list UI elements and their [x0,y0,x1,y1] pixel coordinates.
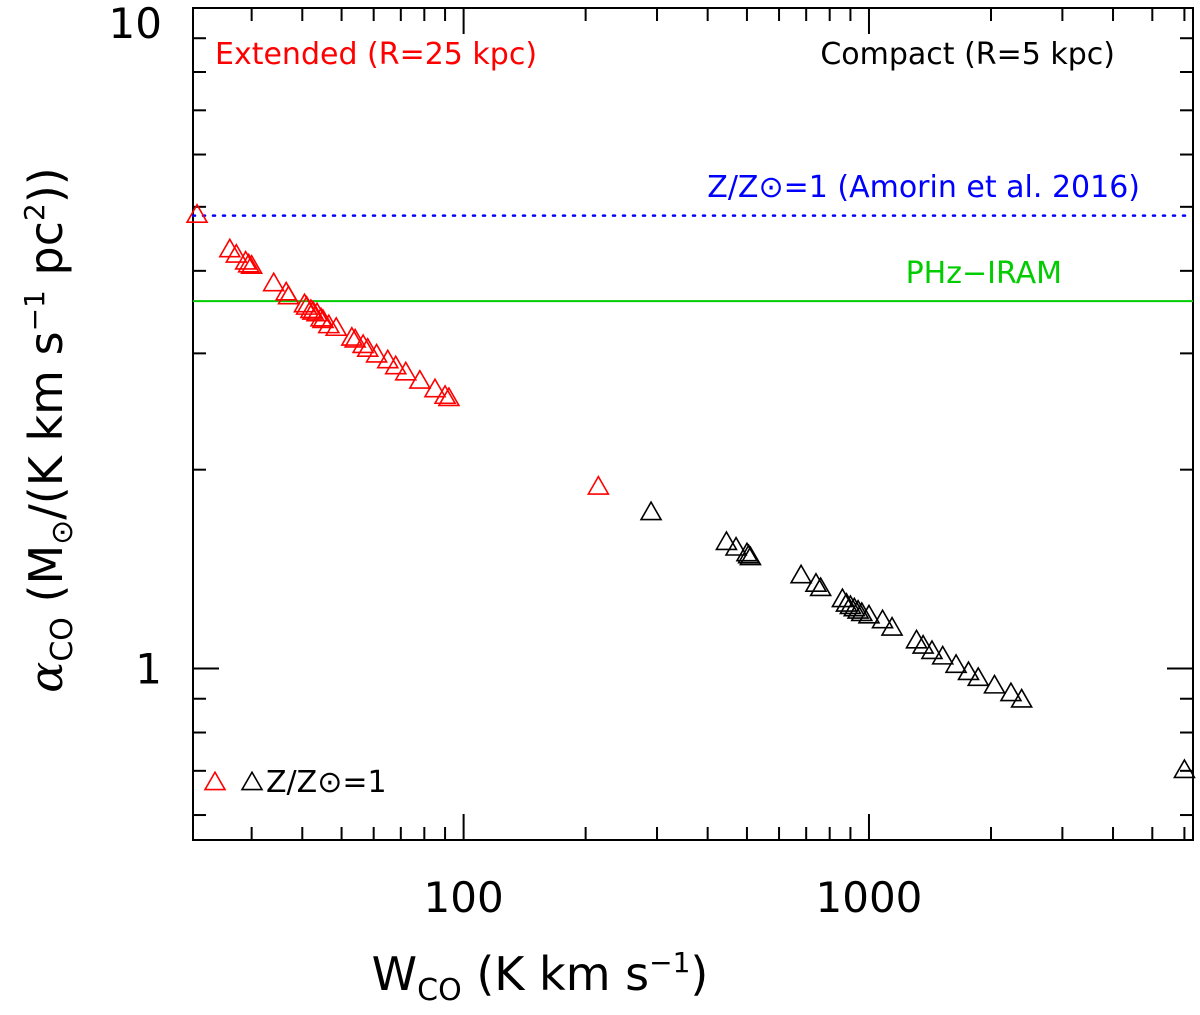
point-compact [880,616,904,636]
legend-marker-extended [203,770,227,791]
point-compact [715,530,738,551]
x-axis-title: WCO (K km s−1) [372,946,709,1008]
amorin-label: Z/Z⊙=1 (Amorin et al. 2016) [707,170,1140,205]
y-axis-title-open: (M [19,545,73,617]
compact-label: Compact (R=5 kpc) [820,37,1115,72]
point-extended [433,384,457,405]
point-compact [931,644,955,665]
point-extended [324,316,348,337]
point-extended [299,298,323,319]
point-extended [384,354,408,375]
point-compact [846,599,870,619]
x-axis-title-close: ) [690,947,708,1001]
x-tick-label-100: 100 [424,873,504,922]
point-extended [218,237,242,258]
point-compact [911,634,935,654]
point-compact [966,666,990,687]
point-extended [376,348,400,369]
point-compact [857,603,881,624]
point-extended [277,284,300,305]
y-tick-label-1: 1 [135,645,162,694]
point-compact [809,576,833,597]
axis-ticks [193,8,1193,840]
point-compact [724,536,748,556]
y-axis-title-sup1: −1 [18,290,51,331]
point-compact [944,653,968,674]
point-extended [301,300,325,320]
point-extended [423,377,447,398]
point-extended [237,252,261,273]
point-compact [789,563,813,584]
y-axis-title-sun: ⊙ [45,520,80,545]
y-axis-title-close: )) [19,167,73,203]
reference-lines [191,214,1195,303]
point-extended [234,249,258,270]
point-compact [957,660,980,681]
phz-iram-label: PHz−IRAM [906,256,1062,291]
point-extended [309,306,333,327]
point-compact [739,545,762,566]
data-points [185,203,1196,779]
point-extended [185,203,209,223]
point-extended [408,369,432,389]
point-extended [317,313,341,334]
point-extended [437,386,461,407]
point-compact [920,639,944,660]
x-axis-title-rest: (K km s [462,947,649,1001]
point-extended [340,326,364,346]
point-extended [356,337,380,357]
point-compact [999,681,1023,702]
point-compact [804,572,828,592]
point-extended [343,327,367,348]
point-compact [1010,687,1034,708]
y-axis-title-sup2: 2 [18,203,51,221]
y-axis-title: αCO (M⊙/(K km s−1 pc2)) [18,167,80,692]
point-compact [905,628,928,649]
point-extended [351,333,375,354]
legend-marker-compact [240,770,264,791]
point-extended [262,271,286,292]
point-extended [394,360,418,381]
y-axis-title-sub: CO [45,617,80,662]
extended-label: Extended (R=25 kpc) [215,37,537,72]
point-extended [586,475,610,495]
point-compact [850,601,874,622]
legend: Z/Z⊙=1 [203,765,387,800]
y-axis-title-mid: /(K km s [19,331,73,519]
point-extended [224,243,248,263]
x-tick-label-1000: 1000 [816,873,923,922]
point-extended [365,342,388,363]
point-compact [639,500,663,521]
y-axis-title-alpha: α [19,662,73,693]
y-tick-label-10: 10 [109,0,162,48]
point-compact [1173,758,1196,779]
x-axis-title-sup: −1 [649,946,690,979]
point-compact [871,608,894,629]
point-compact [831,587,854,608]
plot-frame [192,7,1194,841]
y-axis-title-mid2: pc [19,221,73,290]
point-compact [983,673,1006,694]
point-extended [240,254,264,274]
legend-text: Z/Z⊙=1 [266,765,387,800]
point-extended [311,308,335,329]
x-axis-title-main: W [372,947,417,1001]
x-axis-title-sub: CO [417,973,462,1008]
